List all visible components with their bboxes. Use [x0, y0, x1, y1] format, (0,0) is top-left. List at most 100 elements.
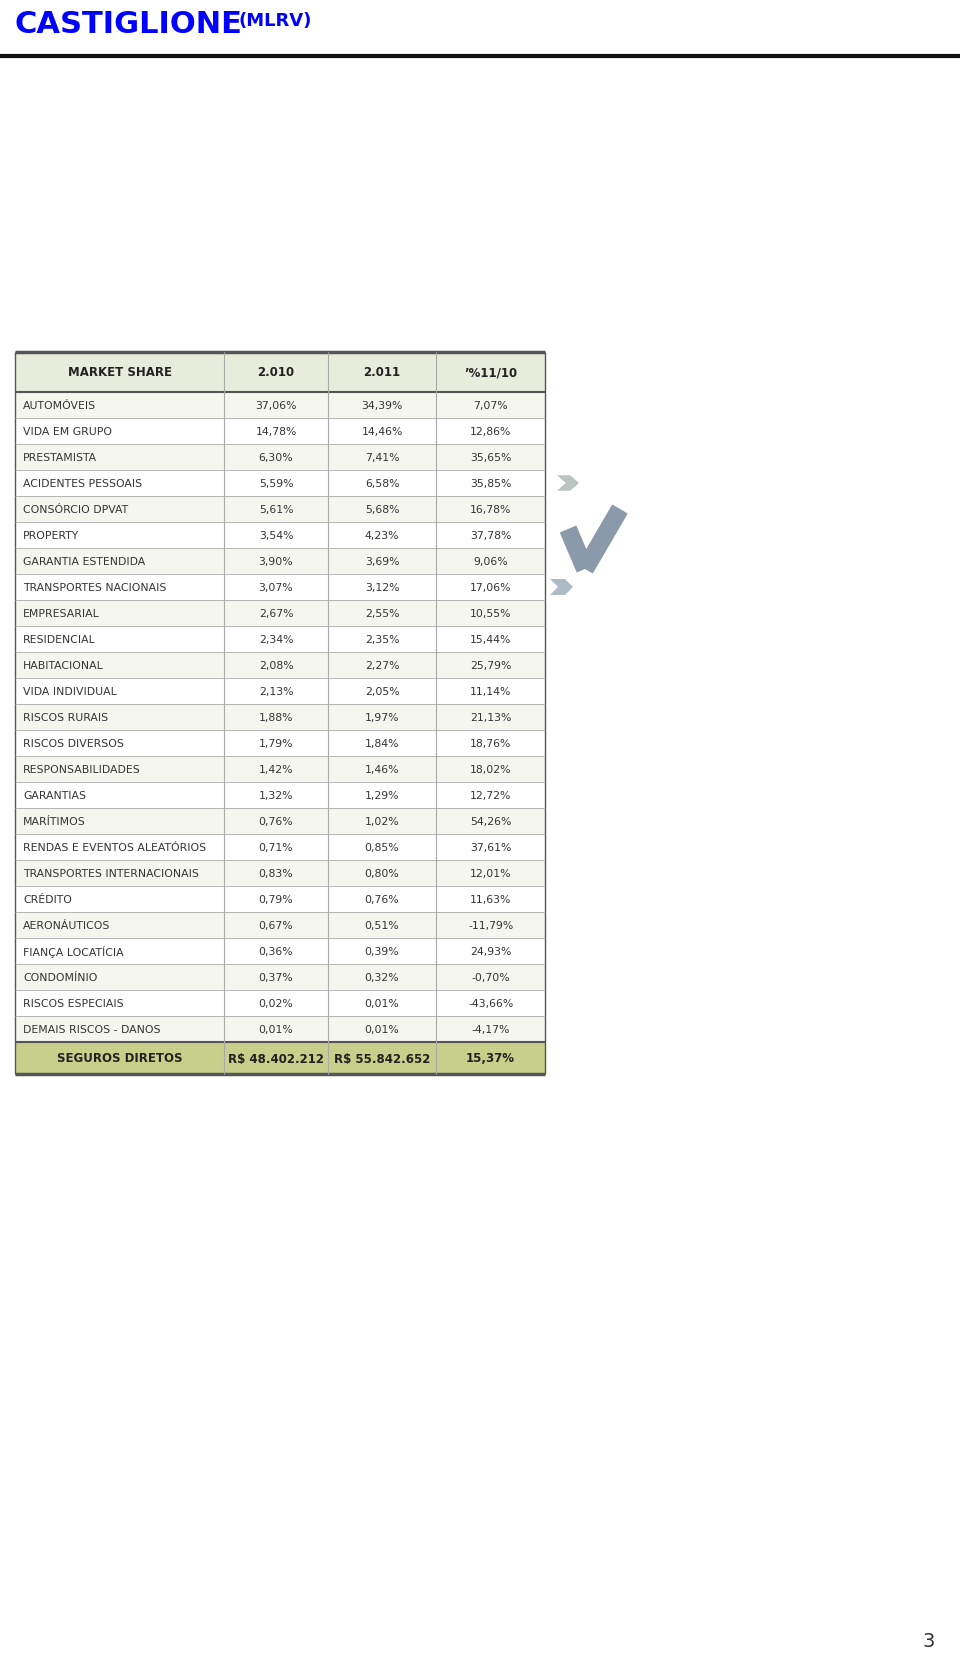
Text: 4,23%: 4,23% [365, 531, 399, 541]
Text: 5,61%: 5,61% [259, 504, 293, 514]
Text: 3,54%: 3,54% [259, 531, 293, 541]
Text: 0,80%: 0,80% [365, 869, 399, 879]
Text: AERONÁUTICOS: AERONÁUTICOS [23, 921, 110, 931]
Text: 11,63%: 11,63% [470, 894, 512, 904]
Bar [15, 575, 545, 601]
Text: PROPERTY: PROPERTY [23, 531, 80, 541]
Text: 3,07%: 3,07% [258, 583, 294, 593]
Text: 54,26%: 54,26% [470, 816, 512, 827]
Text: 2.011: 2.011 [364, 366, 400, 380]
Bar [15, 964, 545, 991]
Bar [15, 835, 545, 860]
Text: TRANSPORTES NACIONAIS: TRANSPORTES NACIONAIS [23, 583, 166, 593]
Text: CRÉDITO: CRÉDITO [23, 894, 72, 904]
Text: 0,83%: 0,83% [258, 869, 294, 879]
Bar [15, 393, 545, 418]
Text: 1,84%: 1,84% [365, 739, 399, 749]
Text: 25,79%: 25,79% [470, 660, 512, 670]
Text: FIANÇA LOCATÍCIA: FIANÇA LOCATÍCIA [23, 946, 124, 958]
Text: RISCOS ESPECIAIS: RISCOS ESPECIAIS [23, 998, 124, 1008]
Bar [15, 783, 545, 808]
Text: 35,65%: 35,65% [470, 452, 512, 462]
Text: TRANSPORTES INTERNACIONAIS: TRANSPORTES INTERNACIONAIS [23, 869, 199, 879]
Polygon shape [550, 580, 573, 596]
Text: 0,79%: 0,79% [258, 894, 294, 904]
Text: GARANTIA ESTENDIDA: GARANTIA ESTENDIDA [23, 556, 145, 566]
Text: 1,42%: 1,42% [259, 764, 293, 774]
Text: 11,14%: 11,14% [470, 687, 512, 697]
Text: 15,37%: 15,37% [467, 1052, 516, 1065]
Text: 0,39%: 0,39% [365, 946, 399, 956]
Text: 0,02%: 0,02% [258, 998, 294, 1008]
Text: 9,06%: 9,06% [473, 556, 508, 566]
Bar [15, 1042, 545, 1075]
Bar [15, 601, 545, 627]
Text: SEGUROS DIRETOS: SEGUROS DIRETOS [57, 1052, 182, 1065]
Text: -43,66%: -43,66% [468, 998, 514, 1008]
Text: 1,88%: 1,88% [259, 712, 293, 722]
Text: 2.010: 2.010 [257, 366, 295, 380]
Bar [15, 704, 545, 731]
Text: 21,13%: 21,13% [470, 712, 512, 722]
Text: 0,67%: 0,67% [258, 921, 294, 931]
Text: RESIDENCIAL: RESIDENCIAL [23, 635, 96, 645]
Text: ACIDENTES PESSOAIS: ACIDENTES PESSOAIS [23, 479, 142, 489]
Bar [15, 522, 545, 549]
Text: CONDOMÍNIO: CONDOMÍNIO [23, 973, 97, 983]
Bar [15, 731, 545, 756]
Bar [15, 497, 545, 522]
Text: 0,76%: 0,76% [258, 816, 294, 827]
Text: 14,46%: 14,46% [361, 427, 402, 437]
Bar [15, 991, 545, 1016]
Text: 12,72%: 12,72% [470, 791, 512, 801]
Text: 12,01%: 12,01% [470, 869, 512, 879]
Text: 2,13%: 2,13% [259, 687, 293, 697]
Bar [15, 887, 545, 912]
Text: 18,76%: 18,76% [470, 739, 512, 749]
Text: 1,79%: 1,79% [259, 739, 293, 749]
Text: 18,02%: 18,02% [470, 764, 512, 774]
Text: 3,90%: 3,90% [258, 556, 294, 566]
Text: 0,01%: 0,01% [365, 1025, 399, 1035]
Text: GARANTIAS: GARANTIAS [23, 791, 86, 801]
Bar [15, 912, 545, 939]
Text: -11,79%: -11,79% [468, 921, 514, 931]
Bar [15, 860, 545, 887]
Bar [15, 445, 545, 470]
Text: CONSÓRCIO DPVAT: CONSÓRCIO DPVAT [23, 504, 128, 514]
Text: 6,30%: 6,30% [258, 452, 294, 462]
Bar [15, 418, 545, 445]
Bar [15, 549, 545, 575]
Text: 35,85%: 35,85% [470, 479, 512, 489]
Bar [15, 470, 545, 497]
Text: ʼ%11/10: ʼ%11/10 [464, 366, 517, 380]
Text: -0,70%: -0,70% [471, 973, 510, 983]
Text: 37,78%: 37,78% [470, 531, 512, 541]
Text: 0,85%: 0,85% [365, 842, 399, 852]
Text: 1,97%: 1,97% [365, 712, 399, 722]
Text: 2,08%: 2,08% [258, 660, 294, 670]
Bar [15, 808, 545, 835]
Text: HABITACIONAL: HABITACIONAL [23, 660, 104, 670]
Text: 2,05%: 2,05% [365, 687, 399, 697]
Text: 2,67%: 2,67% [259, 608, 293, 618]
Text: RISCOS RURAIS: RISCOS RURAIS [23, 712, 108, 722]
Text: 5,68%: 5,68% [365, 504, 399, 514]
Text: 34,39%: 34,39% [361, 402, 402, 410]
Text: MARÍTIMOS: MARÍTIMOS [23, 816, 85, 827]
Text: 1,46%: 1,46% [365, 764, 399, 774]
Text: 3,12%: 3,12% [365, 583, 399, 593]
Text: 15,44%: 15,44% [470, 635, 512, 645]
Text: 1,29%: 1,29% [365, 791, 399, 801]
Text: 17,06%: 17,06% [470, 583, 512, 593]
Text: 1,32%: 1,32% [259, 791, 293, 801]
Polygon shape [557, 475, 579, 492]
Text: VIDA EM GRUPO: VIDA EM GRUPO [23, 427, 112, 437]
Text: 3: 3 [923, 1631, 935, 1650]
Text: 0,01%: 0,01% [365, 998, 399, 1008]
Text: CASTIGLIONE: CASTIGLIONE [15, 10, 243, 39]
Text: 0,71%: 0,71% [258, 842, 294, 852]
Text: 2,35%: 2,35% [365, 635, 399, 645]
Text: 2,55%: 2,55% [365, 608, 399, 618]
Text: RESPONSABILIDADES: RESPONSABILIDADES [23, 764, 141, 774]
